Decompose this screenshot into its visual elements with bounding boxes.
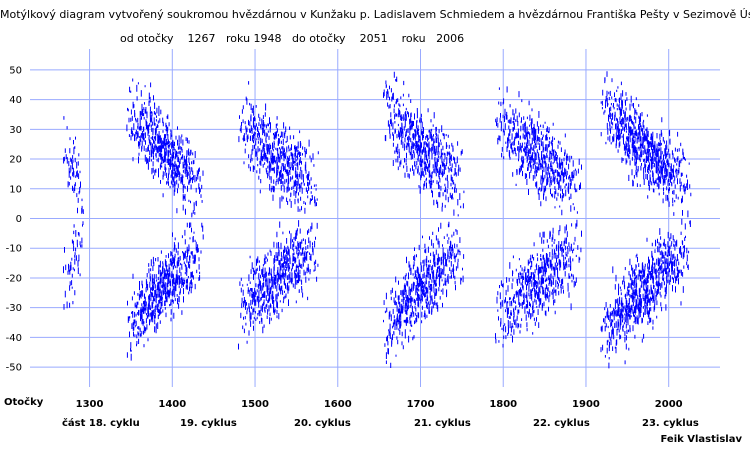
y-tick-label: -30	[6, 303, 22, 314]
x-tick-label: 1500	[241, 399, 269, 410]
subtitle-from-year-label: roku	[226, 32, 251, 45]
subtitle-to-year: 2006	[436, 32, 465, 45]
y-tick-label: 20	[9, 155, 22, 166]
sunspot-mark-strokes	[63, 71, 692, 369]
cycle-label-22: 22. cyklus	[533, 418, 590, 429]
x-tick-label: 1400	[158, 399, 186, 410]
sunspot-marks	[63, 71, 692, 369]
y-tick-label: 10	[9, 184, 22, 195]
cycle-label-18: část 18. cyklu	[62, 418, 140, 429]
x-tick-label: 2000	[655, 399, 683, 410]
subtitle-from-label: od otočky	[120, 32, 174, 45]
author-credit: Feik Vlastislav	[660, 434, 743, 445]
subtitle-to-year-label: roku	[401, 32, 426, 45]
subtitle-from-rotation: 1267	[187, 32, 216, 45]
chart-subtitle: od otočky 1267 roku 1948 do otočky 2051 …	[120, 32, 464, 45]
subtitle-to-label: do otočky	[292, 32, 346, 45]
y-tick-label: -10	[6, 244, 22, 255]
x-tick-label: 1300	[76, 399, 104, 410]
cycle-label-21: 21. cyklus	[414, 418, 471, 429]
y-tick-label: 30	[9, 125, 22, 136]
x-tick-labels: 1300 1400 1500 1600 1700 1800 1900 2000	[76, 399, 683, 410]
y-tick-labels: 50 40 30 20 10 0 -10 -20 -30 -40 -50	[6, 65, 22, 373]
y-tick-label: 0	[16, 214, 22, 225]
y-tick-label: 40	[9, 95, 22, 106]
x-tick-label: 1900	[572, 399, 600, 410]
x-axis-label: Otočky	[4, 397, 44, 408]
y-tick-label: -20	[6, 273, 22, 284]
y-tick-label: -40	[6, 333, 22, 344]
y-tick-label: 50	[9, 65, 22, 76]
chart-title: Motýlkový diagram vytvořený soukromou hv…	[0, 8, 750, 21]
subtitle-to-rotation: 2051	[359, 32, 388, 45]
x-tick-label: 1700	[407, 399, 435, 410]
y-tick-label: -50	[6, 363, 22, 374]
x-tick-label: 1800	[489, 399, 517, 410]
cycle-label-19: 19. cyklus	[180, 418, 237, 429]
subtitle-from-year: 1948	[253, 32, 282, 45]
cycle-label-20: 20. cyklus	[294, 418, 351, 429]
x-tick-label: 1600	[324, 399, 352, 410]
cycle-label-23: 23. cyklus	[642, 418, 699, 429]
